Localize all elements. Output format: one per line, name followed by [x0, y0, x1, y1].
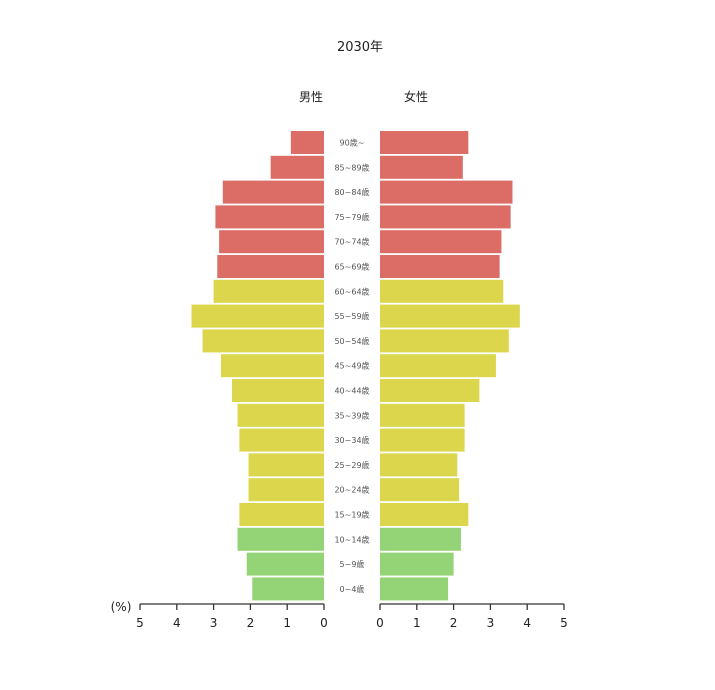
female-bar	[380, 155, 463, 179]
age-group-label: 65~69歳	[334, 262, 369, 272]
male-bar	[248, 478, 324, 502]
female-bar	[380, 279, 504, 303]
age-group-label: 80~84歳	[334, 187, 369, 197]
male-label: 男性	[299, 90, 323, 104]
age-group-label: 50~54歳	[334, 336, 369, 346]
male-bar	[270, 155, 324, 179]
female-tick-label: 0	[376, 616, 384, 630]
bars-layer	[191, 131, 520, 601]
female-bar	[380, 552, 454, 576]
axes-layer: 0 0 1 1 2 2 3 3 4 4 5 5	[136, 603, 568, 630]
male-bar	[252, 577, 324, 601]
male-bar	[237, 527, 324, 551]
female-bar	[380, 527, 461, 551]
female-tick-label: 2	[450, 616, 458, 630]
male-tick-label: 1	[283, 616, 291, 630]
unit-label: (%)	[111, 600, 132, 614]
male-bar	[219, 230, 324, 254]
female-bar	[380, 230, 502, 254]
male-bar	[222, 180, 324, 204]
male-tick-label: 4	[173, 616, 181, 630]
female-bar	[380, 577, 449, 601]
male-bar	[202, 329, 324, 353]
female-bar	[380, 478, 460, 502]
female-bar	[380, 503, 469, 526]
female-bar	[380, 131, 469, 154]
male-tick-label: 5	[136, 616, 144, 630]
female-bar	[380, 354, 496, 378]
female-tick-label: 5	[560, 616, 568, 630]
female-tick-label: 3	[487, 616, 495, 630]
age-group-label: 35~39歳	[334, 410, 369, 420]
female-bar	[380, 428, 465, 452]
age-group-label: 75~79歳	[334, 212, 369, 222]
male-bar	[290, 131, 324, 154]
age-group-label: 5~9歳	[340, 559, 365, 569]
chart-title: 2030年	[337, 40, 383, 55]
female-bar	[380, 453, 458, 477]
age-group-label: 45~49歳	[334, 361, 369, 371]
male-bar	[239, 503, 324, 526]
male-bar	[215, 205, 324, 229]
age-group-label: 40~44歳	[334, 386, 369, 396]
age-group-label: 70~74歳	[334, 237, 369, 247]
male-bar	[248, 453, 324, 477]
male-bar	[191, 304, 324, 328]
male-bar	[217, 255, 324, 278]
age-group-label: 20~24歳	[334, 485, 369, 495]
female-tick-label: 4	[523, 616, 531, 630]
male-bar	[220, 354, 324, 378]
male-bar	[246, 552, 324, 576]
male-bar	[213, 279, 324, 303]
age-group-label: 55~59歳	[334, 311, 369, 321]
age-group-label: 0~4歳	[340, 584, 365, 594]
age-labels-layer: 90歳~ 85~89歳 80~84歳 75~79歳 70~74歳 65~69歳 60~64歳…	[334, 138, 369, 594]
age-group-label: 60~64歳	[334, 286, 369, 296]
age-group-label: 10~14歳	[334, 534, 369, 544]
male-tick-label: 3	[210, 616, 218, 630]
male-tick-label: 0	[320, 616, 328, 630]
male-bar	[239, 428, 324, 452]
female-bar	[380, 180, 513, 204]
age-group-label: 85~89歳	[334, 162, 369, 172]
female-bar	[380, 205, 511, 229]
age-group-label: 90歳~	[340, 138, 365, 148]
female-bar	[380, 329, 509, 353]
female-bar	[380, 255, 500, 278]
male-bar	[232, 379, 324, 402]
female-bar	[380, 403, 465, 427]
male-bar	[237, 403, 324, 427]
age-group-label: 15~19歳	[334, 510, 369, 520]
female-bar	[380, 379, 480, 402]
female-label: 女性	[404, 89, 428, 104]
age-group-label: 30~34歳	[334, 435, 369, 445]
age-group-label: 25~29歳	[334, 460, 369, 470]
female-tick-label: 1	[413, 616, 421, 630]
male-tick-label: 2	[247, 616, 255, 630]
female-bar	[380, 304, 520, 328]
